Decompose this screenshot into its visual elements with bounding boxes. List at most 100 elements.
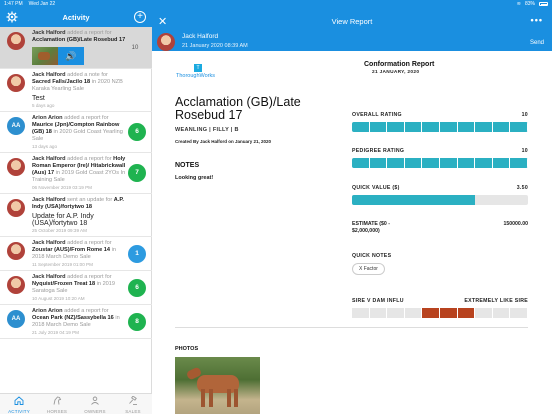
avatar: [7, 32, 25, 50]
bar-segment: [475, 122, 493, 132]
feed-item[interactable]: Jack Halford added a report for Zoustar …: [0, 237, 152, 271]
feed-item[interactable]: AA Arion Arion added a report for Mauric…: [0, 112, 152, 153]
horse-name: Acclamation (GB)/Late Rosebud 17: [175, 95, 301, 122]
add-button[interactable]: +: [134, 11, 146, 23]
tab-bar: ACTIVITY HORSES OWNERS SALES: [0, 393, 152, 414]
feed-time: 10 August 2019 10:20 AM: [32, 296, 85, 301]
feed-time: 21 July 2019 04:19 PM: [32, 330, 79, 335]
feed-item[interactable]: AA Arion Arion added a report for Ocean …: [0, 305, 152, 339]
bar-segment: [404, 308, 423, 318]
logo-text: ThoroughWorks: [176, 73, 216, 79]
bar-segment: [387, 158, 405, 168]
photos-heading: PHOTOS: [175, 346, 199, 352]
feed-item[interactable]: Jack Halford added a report for Acclamat…: [0, 27, 152, 69]
avatar: AA: [7, 117, 25, 135]
estimate: ESTIMATE ($0 - $2,000,000) 150000.00: [352, 221, 528, 234]
horse-icon: [53, 396, 62, 405]
bar-segment: [387, 308, 405, 318]
activity-header: Activity +: [0, 8, 152, 27]
overall-rating-label: OVERALL RATING: [352, 112, 402, 118]
feed-text: Jack Halford added a report for Zoustar …: [32, 240, 116, 260]
feed-time: 11 September 2019 01:00 PM: [32, 262, 93, 267]
quick-value-bar: [352, 195, 528, 205]
feed-time: 13 days ago: [32, 144, 58, 149]
feed-note: Test: [32, 95, 45, 102]
overall-rating-value: 10: [521, 112, 528, 118]
avatar: [7, 199, 25, 217]
sire-influence-value: EXTREMELY LIKE SIRE: [464, 298, 528, 304]
feed-time: 25 October 2019 09:39 AM: [32, 228, 87, 233]
bar-segment: [510, 308, 528, 318]
tab-owners[interactable]: OWNERS: [76, 394, 114, 414]
status-date: Wed Jan 22: [28, 1, 56, 7]
report-view-title: View Report: [331, 17, 373, 26]
send-button[interactable]: Send: [529, 40, 544, 46]
horse-details: WEANLING | FILLY | B: [175, 127, 239, 133]
bar-segment: [510, 158, 528, 168]
bar-segment: [475, 158, 493, 168]
tab-label: HORSES: [46, 409, 68, 414]
media-row: 🔊: [32, 47, 126, 65]
tab-label: SALES: [125, 409, 141, 414]
feed-text: Jack Halford added a report for Holy Rom…: [32, 156, 126, 183]
logo-mark: T: [194, 64, 202, 72]
activity-panel: Activity + Jack Halford added a report f…: [0, 0, 152, 414]
feed-text: Arion Arion added a report for Maurice (…: [32, 115, 123, 142]
estimate-value: 150000.00: [503, 221, 528, 227]
tab-label: OWNERS: [84, 409, 106, 414]
speaker-icon[interactable]: 🔊: [58, 47, 84, 65]
bar-segment: [422, 122, 440, 132]
report-title: Conformation Report: [364, 61, 435, 68]
quick-notes: QUICK NOTES X Factor: [352, 253, 528, 275]
bar-segment: [422, 308, 440, 318]
feed-item[interactable]: Jack Halford added a report for Nyquist/…: [0, 271, 152, 305]
bar-segment: [387, 122, 405, 132]
avatar: [7, 74, 25, 92]
rating-badge: 6: [128, 278, 146, 297]
notes-text: Looking great!: [175, 175, 214, 181]
tab-horses[interactable]: HORSES: [38, 394, 76, 414]
feed-item[interactable]: Jack Halford added a note for Sacred Fal…: [0, 69, 152, 112]
feed-text: Jack Halford sent an update for A.P. Ind…: [32, 197, 124, 210]
quick-value-fill: [352, 195, 476, 205]
gear-icon[interactable]: [6, 11, 18, 23]
author-avatar: [157, 33, 175, 51]
bar-segment: [352, 122, 370, 132]
avatar: AA: [7, 310, 25, 328]
pedigree-rating-bar: [352, 158, 528, 168]
feed-item[interactable]: Jack Halford added a report for Holy Rom…: [0, 153, 152, 194]
sire-influence-bar: [352, 308, 528, 318]
tab-sales[interactable]: SALES: [114, 394, 152, 414]
horse-photo[interactable]: [175, 357, 260, 414]
bar-segment: [510, 122, 528, 132]
media-photo-thumbnail[interactable]: [32, 47, 58, 65]
more-icon[interactable]: •••: [530, 15, 543, 25]
bar-segment: [492, 308, 511, 318]
overall-rating-bar: [352, 122, 528, 132]
author-date: 21 January 2020 08:39 AM: [182, 43, 248, 49]
bar-segment: [492, 158, 511, 168]
battery-icon: [539, 2, 548, 6]
feed-note: Update for A.P. Indy (USA)/fortytwo 18: [32, 213, 94, 227]
wifi-icon: ≋: [516, 1, 521, 7]
quick-note-chip[interactable]: X Factor: [352, 263, 385, 275]
report-header: ✕ View Report ••• Jack Halford 21 Januar…: [152, 8, 552, 51]
tab-activity[interactable]: ACTIVITY: [0, 394, 38, 414]
bar-segment: [475, 308, 493, 318]
gavel-icon: [129, 395, 137, 405]
bar-segment: [422, 158, 440, 168]
pedigree-rating-value: 10: [521, 148, 528, 154]
feed-time: 5 days ago: [32, 103, 55, 108]
bar-segment: [439, 158, 458, 168]
report-panel: ✕ View Report ••• Jack Halford 21 Januar…: [152, 0, 552, 414]
notes-heading: NOTES: [175, 162, 200, 169]
author-name: Jack Halford: [182, 33, 219, 40]
sire-dam-influence: SIRE V DAM INFLU EXTREMELY LIKE SIRE: [352, 298, 528, 318]
bar-segment: [457, 122, 476, 132]
feed-item[interactable]: Jack Halford sent an update for A.P. Ind…: [0, 194, 152, 237]
sire-influence-label: SIRE V DAM INFLU: [352, 298, 404, 304]
quick-value: QUICK VALUE ($) 3.50: [352, 185, 528, 205]
quick-notes-label: QUICK NOTES: [352, 253, 392, 259]
close-icon[interactable]: ✕: [158, 16, 168, 28]
person-icon: [91, 396, 99, 405]
